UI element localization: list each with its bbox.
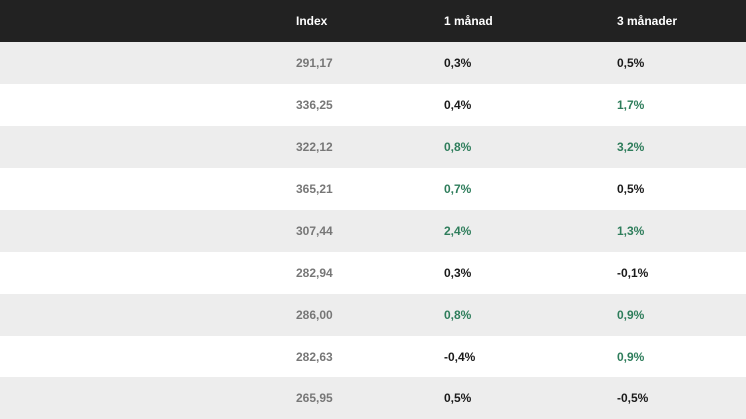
month1-change: 0,5% (444, 391, 472, 405)
month1-change: 0,3% (444, 266, 472, 280)
table-row: 291,17 0,3% 0,5% (0, 42, 746, 84)
index-value: 291,17 (296, 56, 333, 70)
table-row: 307,44 2,4% 1,3% (0, 210, 746, 252)
index-value: 286,00 (296, 308, 333, 322)
table-row: 282,63 -0,4% 0,9% (0, 336, 746, 378)
header-3-months[interactable]: 3 månader (617, 14, 678, 28)
index-value: 282,94 (296, 266, 333, 280)
month1-change: 0,4% (444, 98, 472, 112)
index-value: 336,25 (296, 98, 333, 112)
month3-change: 1,3% (617, 224, 645, 238)
table-row: 322,12 0,8% 3,2% (0, 126, 746, 168)
month1-change: 0,8% (444, 308, 472, 322)
index-value: 307,44 (296, 224, 333, 238)
index-value: 282,63 (296, 350, 333, 364)
index-value: 322,12 (296, 140, 333, 154)
month3-change: 0,9% (617, 308, 645, 322)
month3-change: -0,5% (617, 391, 649, 405)
month1-change: 0,8% (444, 140, 472, 154)
month3-change: 3,2% (617, 140, 645, 154)
month3-change: 0,5% (617, 56, 645, 70)
header-1-month[interactable]: 1 månad (444, 14, 493, 28)
month3-change: 1,7% (617, 98, 645, 112)
table-row: 265,95 0,5% -0,5% (0, 377, 746, 419)
table-row: 286,00 0,8% 0,9% (0, 294, 746, 336)
month1-change: -0,4% (444, 350, 476, 364)
index-value: 365,21 (296, 182, 333, 196)
month3-change: 0,5% (617, 182, 645, 196)
month1-change: 0,7% (444, 182, 472, 196)
month1-change: 0,3% (444, 56, 472, 70)
index-value: 265,95 (296, 391, 333, 405)
table-row: 336,25 0,4% 1,7% (0, 84, 746, 126)
month1-change: 2,4% (444, 224, 472, 238)
table-row: 282,94 0,3% -0,1% (0, 252, 746, 294)
table-row: 365,21 0,7% 0,5% (0, 168, 746, 210)
month3-change: -0,1% (617, 266, 649, 280)
table-header: Index 1 månad 3 månader (0, 0, 746, 42)
month3-change: 0,9% (617, 350, 645, 364)
header-index[interactable]: Index (296, 14, 328, 28)
